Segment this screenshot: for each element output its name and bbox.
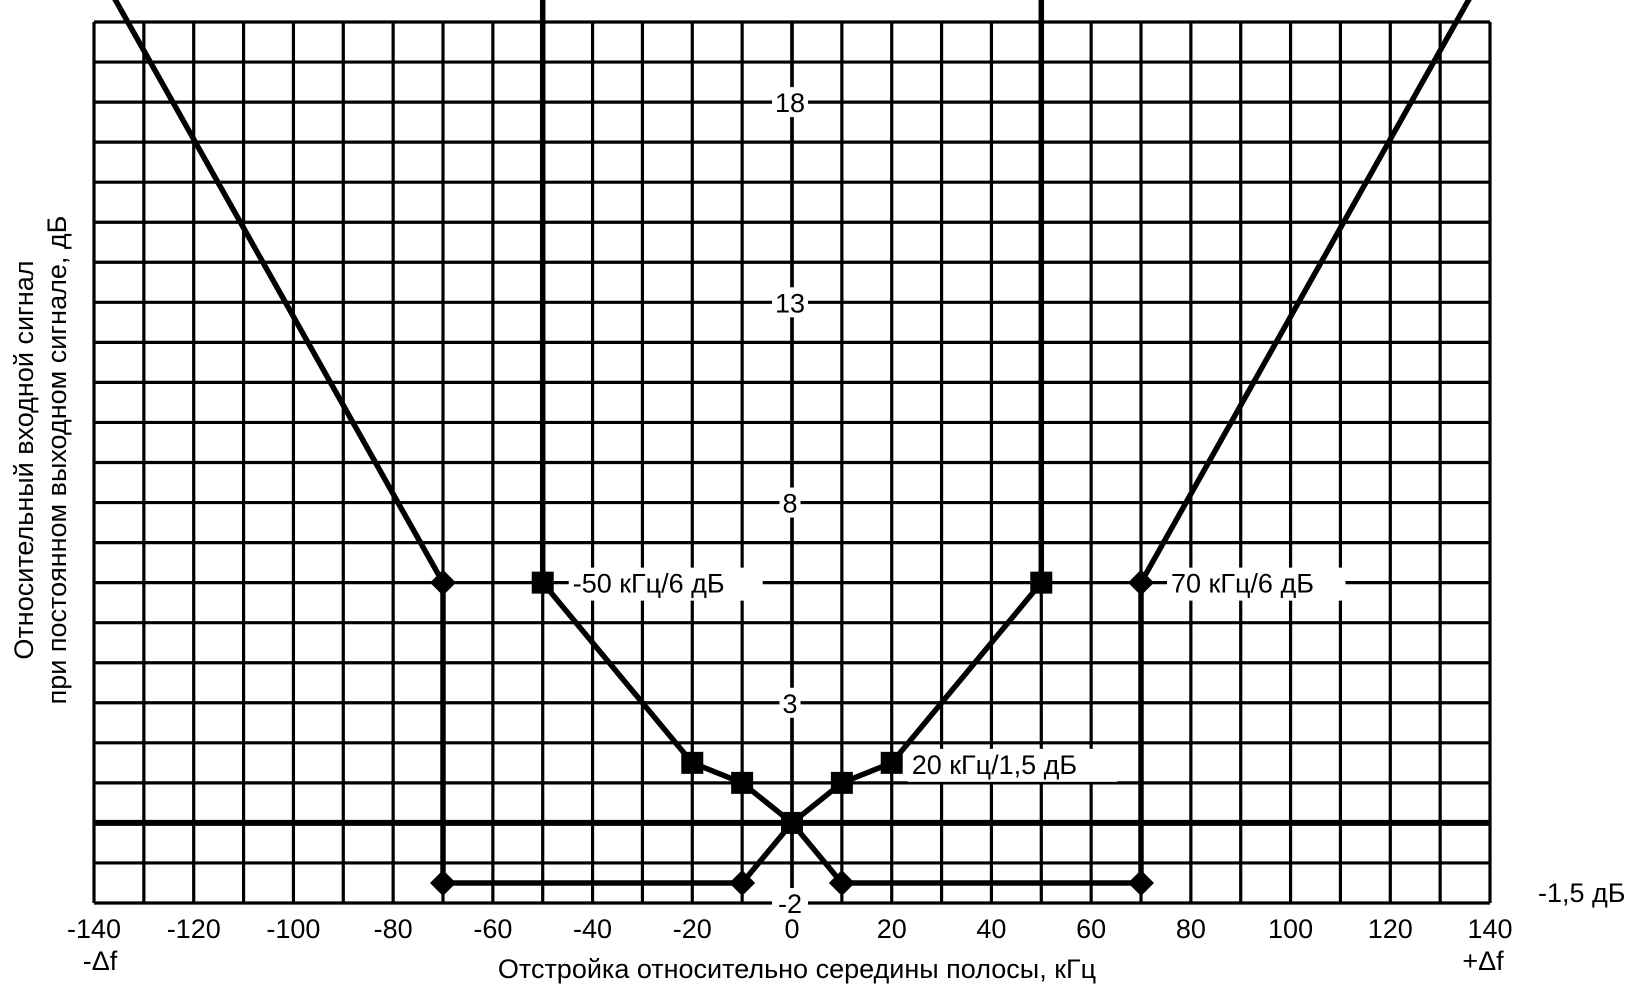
- x-tick-label: -60: [473, 914, 512, 944]
- data-point-square: [681, 752, 703, 774]
- x-axis-title: Отстройка относительно середины полосы, …: [498, 954, 1096, 984]
- data-point-diamond: [1128, 870, 1154, 896]
- y-tick-label: 3: [782, 689, 797, 719]
- x-tick-label: -80: [374, 914, 413, 944]
- y-axis-title-line1: Относительный входной сигнал: [9, 260, 39, 659]
- y-tick-label: 18: [775, 88, 805, 118]
- x-tick-label: 120: [1368, 914, 1413, 944]
- annotations: -50 кГц/6 дБ 70 кГц/6 дБ 20 кГц/1,5 дБ -1,5…: [569, 568, 1642, 910]
- x-tick-label: 140: [1467, 914, 1512, 944]
- data-point-square: [831, 772, 853, 794]
- data-point-diamond: [430, 870, 456, 896]
- y-tick-label: -2: [778, 889, 802, 919]
- data-point-diamond: [1128, 570, 1154, 596]
- x-tick-label: -100: [266, 914, 320, 944]
- x-tick-label: -20: [673, 914, 712, 944]
- data-point-square: [731, 772, 753, 794]
- x-tick-label: 80: [1176, 914, 1206, 944]
- annotation-label: -1,5 дБ: [1538, 878, 1626, 908]
- annotation-label: 70 кГц/6 дБ: [1171, 569, 1314, 599]
- y-axis-title-line2: при постоянном выходном сигнале, дБ: [42, 216, 72, 705]
- y-tick-label: 8: [782, 489, 797, 519]
- x-axis-end-label-left: -Δf: [83, 946, 118, 976]
- x-tick-label: -140: [67, 914, 121, 944]
- y-tick-label: 13: [775, 288, 805, 318]
- x-tick-label: 60: [1076, 914, 1106, 944]
- data-point-square: [532, 572, 554, 594]
- x-axis-end-label-right: +Δf: [1462, 946, 1504, 976]
- data-point-square: [781, 812, 803, 834]
- x-tick-label: 40: [976, 914, 1006, 944]
- x-tick-label: -40: [573, 914, 612, 944]
- data-point-diamond: [430, 570, 456, 596]
- x-tick-label: -120: [167, 914, 221, 944]
- data-point-square: [1030, 572, 1052, 594]
- x-tick-label: 20: [877, 914, 907, 944]
- annotation-label: -50 кГц/6 дБ: [573, 569, 725, 599]
- data-point-square: [881, 752, 903, 774]
- x-tick-label: 100: [1268, 914, 1313, 944]
- annotation-label: 20 кГц/1,5 дБ: [912, 750, 1077, 780]
